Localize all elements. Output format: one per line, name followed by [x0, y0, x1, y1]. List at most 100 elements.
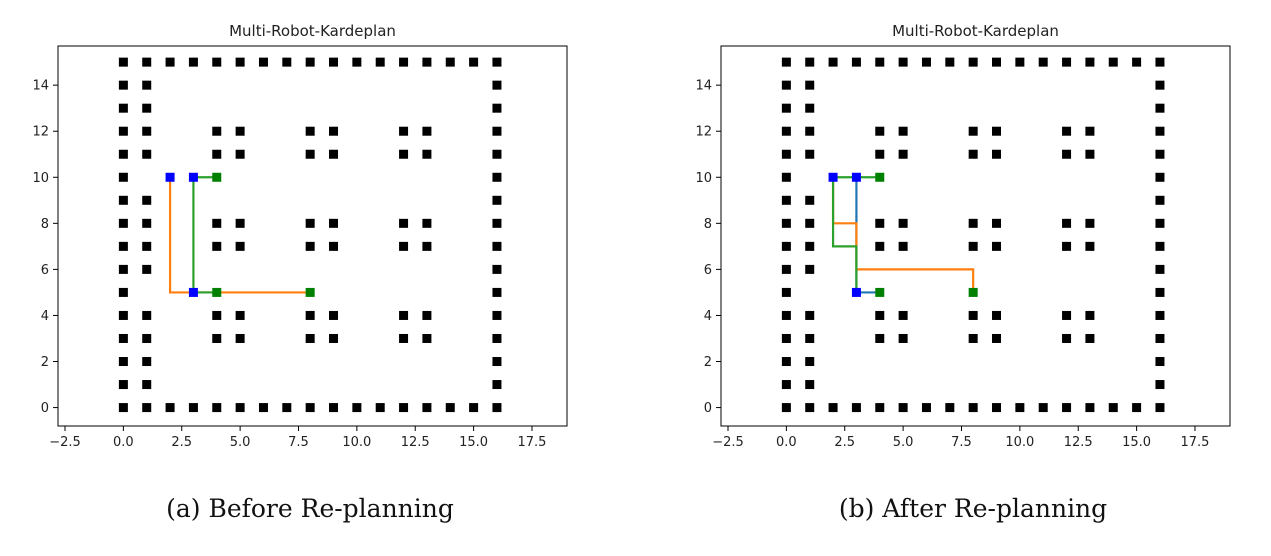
y-tick-label: 10	[695, 171, 712, 186]
obstacle-marker	[375, 57, 385, 67]
obstacle-marker	[898, 126, 908, 136]
obstacle-marker	[1155, 172, 1165, 182]
obstacle-marker	[805, 195, 815, 205]
obstacle-marker	[1085, 57, 1095, 67]
obstacle-marker	[1062, 149, 1072, 159]
x-tick-label: 0.0	[113, 435, 134, 450]
obstacle-marker	[118, 333, 128, 343]
obstacle-marker	[422, 218, 432, 228]
start-marker	[188, 287, 198, 297]
obstacle-marker	[781, 126, 791, 136]
obstacle-marker	[992, 403, 1002, 413]
y-tick-label: 6	[704, 263, 712, 278]
goal-marker	[212, 172, 222, 182]
obstacle-marker	[352, 403, 362, 413]
obstacle-marker	[805, 218, 815, 228]
obstacle-marker	[212, 57, 222, 67]
obstacle-marker	[469, 57, 479, 67]
obstacle-marker	[1155, 264, 1165, 274]
obstacle-marker	[445, 57, 455, 67]
y-tick-label: 2	[41, 355, 49, 370]
obstacle-marker	[282, 57, 292, 67]
obstacle-marker	[1062, 126, 1072, 136]
obstacle-marker	[235, 57, 245, 67]
obstacle-marker	[329, 57, 339, 67]
y-tick-label: 0	[704, 401, 712, 416]
x-tick-label: 10.0	[1005, 435, 1034, 450]
goal-marker	[305, 287, 315, 297]
obstacle-marker	[142, 264, 152, 274]
obstacle-marker	[118, 57, 128, 67]
obstacle-marker	[875, 57, 885, 67]
obstacle-marker	[492, 357, 502, 367]
obstacle-marker	[492, 80, 502, 90]
obstacle-marker	[235, 149, 245, 159]
obstacle-marker	[118, 403, 128, 413]
obstacle-marker	[805, 103, 815, 113]
obstacle-marker	[968, 403, 978, 413]
obstacle-marker	[118, 241, 128, 251]
chart-title: Multi-Robot-Kardeplan	[229, 22, 396, 40]
axes-frame	[57, 45, 568, 427]
obstacle-marker	[1155, 403, 1165, 413]
x-tick-label: 2.5	[171, 435, 192, 450]
y-tick-label: 0	[41, 401, 49, 416]
obstacle-marker	[781, 172, 791, 182]
obstacle-marker	[805, 126, 815, 136]
obstacle-marker	[1155, 126, 1165, 136]
obstacle-marker	[968, 57, 978, 67]
obstacle-marker	[329, 149, 339, 159]
obstacle-marker	[422, 57, 432, 67]
axes-frame	[720, 45, 1231, 427]
robot-path	[855, 177, 880, 294]
obstacle-marker	[118, 149, 128, 159]
obstacle-marker	[422, 126, 432, 136]
obstacle-marker	[235, 241, 245, 251]
obstacle-marker	[1062, 333, 1072, 343]
obstacle-marker	[875, 218, 885, 228]
obstacle-marker	[329, 218, 339, 228]
obstacle-marker	[781, 149, 791, 159]
obstacle-marker	[258, 403, 268, 413]
y-tick-label: 2	[704, 355, 712, 370]
obstacle-marker	[492, 380, 502, 390]
obstacle-marker	[992, 126, 1002, 136]
obstacle-marker	[1155, 103, 1165, 113]
x-tick-label: −2.5	[712, 435, 744, 450]
obstacle-marker	[118, 310, 128, 320]
obstacle-marker	[399, 333, 409, 343]
obstacle-marker	[118, 80, 128, 90]
x-tick-label: −2.5	[49, 435, 81, 450]
obstacle-marker	[329, 241, 339, 251]
obstacle-marker	[399, 126, 409, 136]
obstacle-marker	[1038, 403, 1048, 413]
obstacle-marker	[399, 241, 409, 251]
obstacle-marker	[1155, 57, 1165, 67]
obstacle-marker	[1108, 57, 1118, 67]
obstacle-marker	[492, 172, 502, 182]
obstacle-marker	[781, 310, 791, 320]
obstacle-marker	[375, 403, 385, 413]
obstacle-marker	[898, 403, 908, 413]
chart-a: Multi-Robot-Kardeplan −2.5 0.0 2.5 5.0 7.5 10.…	[32, 22, 568, 450]
obstacle-marker	[875, 310, 885, 320]
obstacle-marker	[422, 403, 432, 413]
subfigure-a: Multi-Robot-Kardeplan −2.5 0.0 2.5 5.0 7.5 10.…	[0, 0, 620, 556]
obstacle-marker	[212, 149, 222, 159]
obstacle-marker	[492, 126, 502, 136]
obstacle-marker	[992, 310, 1002, 320]
obstacle-marker	[805, 403, 815, 413]
start-marker	[165, 172, 175, 182]
obstacle-marker	[492, 241, 502, 251]
obstacle-marker	[212, 333, 222, 343]
obstacle-marker	[992, 57, 1002, 67]
obstacle-marker	[492, 310, 502, 320]
obstacle-marker	[492, 57, 502, 67]
obstacle-marker	[898, 218, 908, 228]
obstacle-marker	[165, 403, 175, 413]
obstacle-marker	[492, 218, 502, 228]
obstacle-marker	[781, 287, 791, 297]
x-tick-label: 12.5	[401, 435, 430, 450]
robot-path	[168, 177, 311, 294]
goal-marker	[968, 287, 978, 297]
